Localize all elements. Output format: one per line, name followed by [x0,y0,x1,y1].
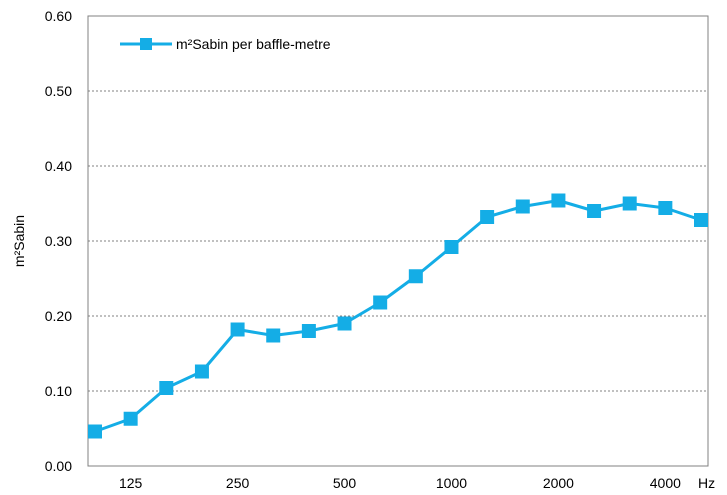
x-axis-unit-label: Hz [698,475,715,491]
data-point [88,424,102,439]
x-tick-label: 125 [119,475,143,491]
data-point [266,328,281,343]
data-point [515,199,530,214]
legend-label: m²Sabin per baffle-metre [176,36,331,52]
legend-marker [140,38,152,50]
data-point [480,210,495,224]
legend: m²Sabin per baffle-metre [120,36,331,52]
data-point [587,204,602,218]
data-point [301,324,316,338]
data-point [123,411,138,426]
data-point [622,196,637,211]
y-tick-label: 0.20 [45,308,72,324]
data-point [194,364,209,379]
y-tick-label: 0.60 [45,8,72,24]
x-tick-label: 500 [333,475,357,491]
y-tick-label: 0.30 [45,233,72,249]
data-point [551,193,566,208]
y-tick-label: 0.40 [45,158,72,174]
x-tick-label: 2000 [543,475,574,491]
data-point [694,213,708,227]
y-axis-ticks: 0.00 0.10 0.20 0.30 0.40 0.50 0.60 [45,8,72,474]
data-point [408,269,423,284]
x-tick-label: 250 [226,475,250,491]
data-point [230,322,245,337]
data-point [658,201,673,215]
series-layer [88,193,708,439]
y-tick-label: 0.10 [45,383,72,399]
y-tick-label: 0.00 [45,458,72,474]
x-axis-ticks: 125 250 500 1000 2000 4000 [119,475,681,491]
y-tick-label: 0.50 [45,83,72,99]
data-point [159,381,174,395]
x-tick-label: 1000 [436,475,467,491]
data-point [337,316,352,331]
x-tick-label: 4000 [650,475,681,491]
data-point [373,295,388,310]
y-axis-label: m²Sabin [11,215,27,267]
gridlines [88,90,708,392]
data-point [444,240,459,254]
plot-area [87,15,709,467]
